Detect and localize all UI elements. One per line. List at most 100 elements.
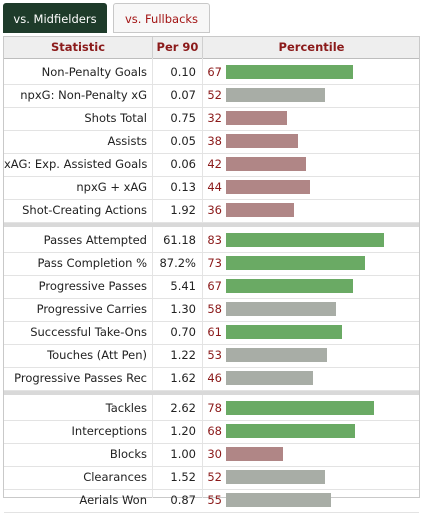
percentile-bar bbox=[226, 180, 310, 194]
table-row: Assists 0.05 38 bbox=[4, 130, 419, 154]
percentile-value: 36 bbox=[207, 203, 222, 217]
header-statistic[interactable]: Statistic bbox=[50, 40, 106, 54]
percentile-bar bbox=[226, 279, 353, 293]
table-row: Clearances 1.52 52 bbox=[4, 466, 419, 490]
statistic-label: Pass Completion % bbox=[37, 256, 147, 270]
per90-value: 5.41 bbox=[170, 279, 196, 293]
group-separator bbox=[4, 391, 419, 395]
per90-value: 1.62 bbox=[170, 371, 196, 385]
table-row: Successful Take-Ons 0.70 61 bbox=[4, 321, 419, 345]
per90-value: 0.75 bbox=[170, 111, 196, 125]
percentile-bar bbox=[226, 302, 336, 316]
statistic-label: Assists bbox=[107, 134, 147, 148]
per90-value: 0.10 bbox=[170, 65, 196, 79]
percentile-value: 78 bbox=[207, 401, 222, 415]
percentile-table: Statistic Per 90 Percentile Non-Penalty … bbox=[3, 36, 420, 513]
percentile-value: 52 bbox=[207, 88, 222, 102]
statistic-label: npxG + xAG bbox=[76, 180, 147, 194]
table-row: Interceptions 1.20 68 bbox=[4, 420, 419, 444]
percentile-value: 52 bbox=[207, 470, 222, 484]
table-row: Blocks 1.00 30 bbox=[4, 443, 419, 467]
percentile-value: 58 bbox=[207, 302, 222, 316]
per90-value: 1.52 bbox=[170, 470, 196, 484]
statistic-label: Successful Take-Ons bbox=[30, 325, 147, 339]
table-row: Shot-Creating Actions 1.92 36 bbox=[4, 199, 419, 223]
statistic-label: Interceptions bbox=[71, 424, 147, 438]
table-row: Progressive Passes 5.41 67 bbox=[4, 275, 419, 299]
statistic-label: Clearances bbox=[83, 470, 147, 484]
tab-vs-fullbacks[interactable]: vs. Fullbacks bbox=[113, 3, 210, 33]
statistic-label: Progressive Passes Rec bbox=[14, 371, 147, 385]
statistic-label: Shot-Creating Actions bbox=[22, 203, 147, 217]
per90-value: 1.20 bbox=[170, 424, 196, 438]
per90-value: 1.92 bbox=[170, 203, 196, 217]
percentile-value: 38 bbox=[207, 134, 222, 148]
percentile-bar bbox=[226, 447, 283, 461]
statistic-label: Non-Penalty Goals bbox=[41, 65, 147, 79]
statistic-label: Touches (Att Pen) bbox=[47, 348, 147, 362]
percentile-bar bbox=[226, 65, 353, 79]
column-divider bbox=[152, 58, 153, 498]
statistic-label: Shots Total bbox=[84, 111, 147, 125]
percentile-value: 67 bbox=[207, 279, 222, 293]
table-row: Passes Attempted 61.18 83 bbox=[4, 229, 419, 253]
comparison-tabs: vs. Midfielders vs. Fullbacks bbox=[0, 0, 424, 36]
header-percentile[interactable]: Percentile bbox=[202, 37, 420, 58]
percentile-value: 68 bbox=[207, 424, 222, 438]
table-row: xAG: Exp. Assisted Goals 0.06 42 bbox=[4, 153, 419, 177]
statistic-label: xAG: Exp. Assisted Goals bbox=[4, 157, 148, 171]
percentile-value: 30 bbox=[207, 447, 222, 461]
percentile-value: 44 bbox=[207, 180, 222, 194]
per90-value: 1.30 bbox=[170, 302, 196, 316]
percentile-bar bbox=[226, 348, 327, 362]
statistic-label: Progressive Passes bbox=[38, 279, 147, 293]
percentile-bar bbox=[226, 203, 294, 217]
table-row: Progressive Carries 1.30 58 bbox=[4, 298, 419, 322]
percentile-bar bbox=[226, 371, 313, 385]
percentile-value: 53 bbox=[207, 348, 222, 362]
table-row: Aerials Won 0.87 55 bbox=[4, 489, 419, 513]
percentile-bar bbox=[226, 424, 355, 438]
statistic-label: Passes Attempted bbox=[43, 233, 147, 247]
percentile-bar bbox=[226, 401, 374, 415]
per90-value: 61.18 bbox=[163, 233, 196, 247]
statistic-label: Tackles bbox=[105, 401, 147, 415]
percentile-bar bbox=[226, 470, 325, 484]
per90-value: 0.13 bbox=[170, 180, 196, 194]
statistic-label: Progressive Carries bbox=[36, 302, 147, 316]
per90-value: 2.62 bbox=[170, 401, 196, 415]
percentile-bar bbox=[226, 325, 342, 339]
table-row: Tackles 2.62 78 bbox=[4, 397, 419, 421]
percentile-value: 67 bbox=[207, 65, 222, 79]
percentile-bar bbox=[226, 157, 306, 171]
tab-vs-midfielders[interactable]: vs. Midfielders bbox=[3, 3, 107, 33]
percentile-bar bbox=[226, 111, 287, 125]
per90-value: 1.00 bbox=[170, 447, 196, 461]
table-row: Touches (Att Pen) 1.22 53 bbox=[4, 344, 419, 368]
percentile-bar bbox=[226, 256, 365, 270]
percentile-value: 61 bbox=[207, 325, 222, 339]
table-row: npxG: Non-Penalty xG 0.07 52 bbox=[4, 84, 419, 108]
per90-value: 87.2% bbox=[159, 256, 196, 270]
table-row: Shots Total 0.75 32 bbox=[4, 107, 419, 131]
percentile-bar bbox=[226, 134, 298, 148]
table-row: Pass Completion % 87.2% 73 bbox=[4, 252, 419, 276]
percentile-value: 83 bbox=[207, 233, 222, 247]
percentile-value: 32 bbox=[207, 111, 222, 125]
percentile-value: 46 bbox=[207, 371, 222, 385]
percentile-value: 42 bbox=[207, 157, 222, 171]
per90-value: 0.07 bbox=[170, 88, 196, 102]
percentile-bar bbox=[226, 88, 325, 102]
percentile-bar bbox=[226, 233, 384, 247]
column-divider bbox=[202, 58, 203, 498]
statistic-label: Blocks bbox=[109, 447, 147, 461]
table-row: npxG + xAG 0.13 44 bbox=[4, 176, 419, 200]
percentile-value: 73 bbox=[207, 256, 222, 270]
table-row: Non-Penalty Goals 0.10 67 bbox=[4, 61, 419, 85]
table-header: Statistic Per 90 Percentile bbox=[4, 37, 419, 59]
per90-value: 0.70 bbox=[170, 325, 196, 339]
per90-value: 0.05 bbox=[170, 134, 196, 148]
header-per90[interactable]: Per 90 bbox=[152, 37, 202, 58]
table-row: Progressive Passes Rec 1.62 46 bbox=[4, 367, 419, 391]
group-separator bbox=[4, 223, 419, 227]
